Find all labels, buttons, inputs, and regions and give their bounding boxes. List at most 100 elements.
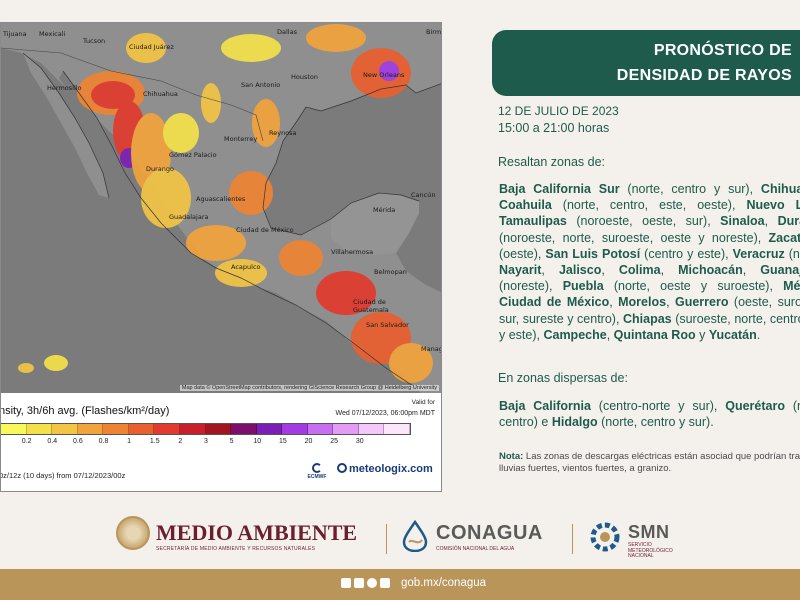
ecmwf-icon: [312, 463, 322, 473]
city-label: Managua: [421, 345, 441, 353]
valid-date: Wed 07/12/2023, 06:00pm MDT: [335, 410, 435, 417]
color-scale-tick: 0.8: [98, 438, 109, 445]
medio-ambiente-subtitle: SECRETARÍA DE MEDIO AMBIENTE Y RECURSOS …: [156, 546, 316, 552]
city-label: Ciudad de México: [236, 226, 294, 234]
city-label: Ciudad Juárez: [129, 43, 174, 51]
title-line-2: DENSIDAD DE RAYOS: [616, 67, 792, 84]
valid-label: Valid for: [411, 399, 435, 406]
city-label: Cancún: [411, 191, 436, 199]
smn-logo: SMN SERVICIO METEOROLÓGICO NACIONAL: [588, 518, 688, 562]
color-scale-tick: 10: [253, 438, 262, 445]
color-scale-tick: 2: [178, 438, 183, 445]
twitter-icon[interactable]: [354, 578, 364, 588]
color-scale-swatch: [205, 424, 232, 434]
color-scale-swatch: [282, 424, 308, 434]
color-scale-swatch: [384, 424, 410, 434]
social-icons: [341, 578, 390, 588]
model-run-info: 0z/12z (10 days) from 07/12/2023/00z: [0, 471, 126, 480]
color-scale-swatch: [26, 424, 53, 434]
city-label: Mérida: [373, 206, 396, 214]
color-scale-swatch: [307, 424, 334, 434]
color-scale-swatch: [77, 424, 104, 434]
city-label: Belmopan: [374, 268, 407, 276]
youtube-icon[interactable]: [380, 578, 390, 588]
medio-ambiente-logo: MEDIO AMBIENTE SECRETARÍA DE MEDIO AMBIE…: [116, 516, 376, 560]
logo-divider: [386, 524, 387, 554]
conagua-logo: CONAGUA COMISIÓN NACIONAL DEL AGUA: [400, 518, 570, 562]
city-label: Dallas: [277, 28, 297, 36]
smn-gear-icon: [590, 522, 620, 552]
meteologix-icon: [337, 463, 347, 473]
smn-title: SMN: [628, 522, 670, 542]
lightning-map-panel: Tijuana Mexicali Tucson Ciudad Juárez Da…: [0, 22, 442, 492]
website-url[interactable]: gob.mx/conagua: [401, 577, 487, 589]
conagua-title: CONAGUA: [436, 522, 543, 544]
note-label: Nota:: [499, 451, 524, 462]
ecmwf-logo: ECMWF: [299, 463, 335, 480]
city-label: Durango: [146, 165, 175, 173]
color-scale-tick: 5: [229, 438, 234, 445]
city-label: Birmi: [426, 28, 442, 36]
city-label: San Antonio: [241, 81, 281, 89]
section-heading-scattered: En zonas dispersas de:: [498, 371, 628, 385]
color-scale-tick: 25: [330, 438, 339, 445]
color-scale-tick: 30: [355, 438, 364, 445]
city-label: Ciudad de Guatemala: [353, 298, 389, 314]
color-scale-swatch: [333, 424, 359, 434]
section-heading-highlight: Resaltan zonas de:: [498, 155, 606, 169]
conagua-subtitle: COMISIÓN NACIONAL DEL AGUA: [436, 546, 515, 552]
city-label: Hermosillo: [47, 84, 82, 92]
color-scale-tick: 0.2: [21, 438, 32, 445]
legend-title: nsity, 3h/6h avg. (Flashes/km²/day): [0, 405, 170, 417]
forecast-date: 12 DE JULIO DE 2023: [498, 104, 619, 118]
city-label: Mexicali: [39, 30, 66, 38]
color-scale-swatch: [231, 424, 257, 434]
scattered-zones-text: Baja California (centro-norte y sur), Qu…: [499, 399, 800, 430]
instagram-icon[interactable]: [367, 578, 377, 588]
ecmwf-label: ECMWF: [307, 474, 327, 480]
bottom-bar: gob.mx/conagua: [0, 569, 800, 600]
color-scale-bar: [1, 423, 411, 435]
note: Nota: Las zonas de descargas eléctricas …: [499, 451, 800, 475]
smn-subtitle: SERVICIO METEOROLÓGICO NACIONAL: [628, 542, 673, 559]
city-label: Aguascalientes: [196, 195, 246, 203]
color-scale-swatch: [1, 424, 27, 434]
color-scale-tick: 1.5: [149, 438, 160, 445]
color-scale-swatch: [358, 424, 385, 434]
city-label: Houston: [291, 73, 319, 81]
city-label: Gómez Palacio: [169, 151, 217, 159]
page-title: PRONÓSTICO DE DENSIDAD DE RAYOS: [492, 30, 792, 96]
city-label: Chihuahua: [143, 90, 178, 98]
highlight-zones-text: Baja California Sur (norte, centro y sur…: [499, 182, 800, 342]
note-text: Las zonas de descargas eléctricas están …: [499, 451, 800, 474]
city-label: Acapulco: [231, 263, 261, 271]
footer-logos: MEDIO AMBIENTE SECRETARÍA DE MEDIO AMBIE…: [0, 510, 800, 568]
city-label: San Salvador: [366, 321, 409, 329]
meteologix-logo: meteologix.com: [337, 463, 433, 475]
water-drop-icon: [402, 520, 428, 552]
national-seal-icon: [116, 516, 150, 550]
city-label: Reynosa: [269, 129, 297, 137]
color-scale-tick: 20: [304, 438, 313, 445]
color-scale-swatch: [52, 424, 78, 434]
map-graphic: [1, 23, 441, 393]
map-legend: nsity, 3h/6h avg. (Flashes/km²/day) Vali…: [0, 393, 441, 491]
lightning-density-map: Tijuana Mexicali Tucson Ciudad Juárez Da…: [1, 23, 442, 393]
city-label: Monterrey: [224, 135, 258, 143]
title-banner: PRONÓSTICO DE DENSIDAD DE RAYOS: [488, 30, 800, 96]
color-scale-tick: 0.6: [73, 438, 83, 445]
color-scale-tick: 1: [127, 438, 132, 445]
facebook-icon[interactable]: [341, 578, 351, 588]
color-scale-tick: 3: [204, 438, 208, 445]
city-label: Tucson: [83, 37, 106, 45]
color-scale-tick: 15: [278, 438, 287, 445]
color-scale-swatch: [103, 424, 129, 434]
map-attribution: Map data © OpenStreetMap contributors, r…: [179, 385, 439, 391]
color-scale-swatch: [154, 424, 180, 434]
city-label: Tijuana: [3, 30, 27, 38]
meteologix-label: meteologix.com: [349, 463, 433, 475]
color-scale-swatch: [128, 424, 155, 434]
city-label: New Orleans: [363, 71, 405, 79]
city-label: Villahermosa: [331, 248, 374, 256]
